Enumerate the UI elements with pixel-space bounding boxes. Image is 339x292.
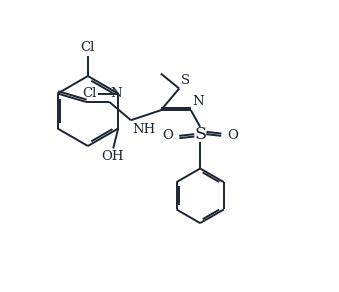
Text: NH: NH bbox=[132, 123, 156, 135]
Text: N: N bbox=[192, 95, 204, 108]
Text: N: N bbox=[111, 86, 122, 100]
Text: S: S bbox=[194, 126, 206, 143]
Text: O: O bbox=[227, 129, 238, 142]
Text: Cl: Cl bbox=[81, 41, 95, 54]
Text: Cl: Cl bbox=[82, 87, 97, 100]
Text: O: O bbox=[162, 129, 173, 142]
Text: OH: OH bbox=[101, 150, 123, 163]
Text: S: S bbox=[181, 74, 190, 87]
